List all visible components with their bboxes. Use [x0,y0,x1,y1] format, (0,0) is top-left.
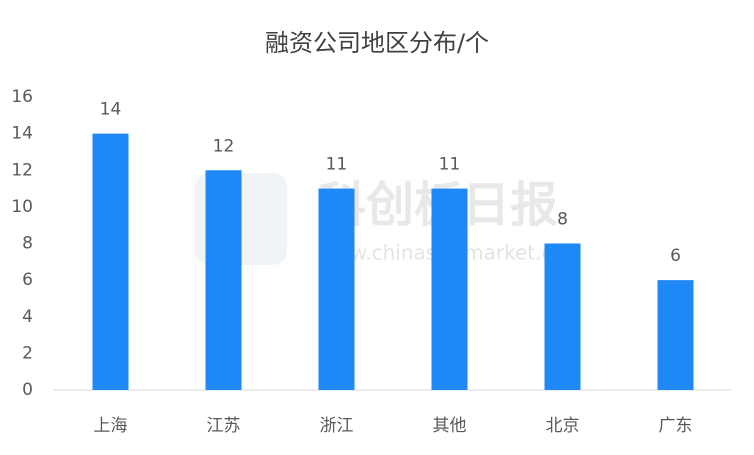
y-tick-label: 10 [11,197,33,217]
data-label: 11 [439,155,461,175]
bar [92,133,129,390]
watermark: 科创板日报 www.chinastarmarket.cn [195,173,565,265]
y-tick-label: 16 [11,87,33,107]
data-label: 12 [213,136,235,156]
bar [431,188,468,390]
bar [318,188,355,390]
bar [544,243,581,390]
y-tick-label: 12 [11,160,33,180]
bar [205,170,242,390]
y-tick-label: 4 [22,307,33,327]
y-tick-label: 14 [11,124,33,144]
y-tick-label: 6 [22,270,33,290]
x-tick-label: 浙江 [320,416,354,436]
x-tick-label: 其他 [433,416,467,436]
data-label: 11 [326,155,348,175]
data-label: 14 [100,100,122,120]
x-tick-label: 广东 [659,416,693,436]
y-tick-label: 2 [22,343,33,363]
chart-title: 融资公司地区分布/个 [265,29,489,57]
x-tick-label: 上海 [94,416,128,436]
x-tick-label: 江苏 [207,416,241,436]
x-tick-label: 北京 [546,416,580,436]
bar [657,280,694,390]
data-label: 6 [670,246,681,266]
y-tick-label: 8 [22,234,33,254]
y-tick-label: 0 [22,380,33,400]
data-label: 8 [557,210,568,230]
